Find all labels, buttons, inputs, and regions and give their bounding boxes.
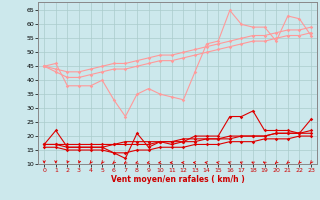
- X-axis label: Vent moyen/en rafales ( km/h ): Vent moyen/en rafales ( km/h ): [111, 175, 244, 184]
